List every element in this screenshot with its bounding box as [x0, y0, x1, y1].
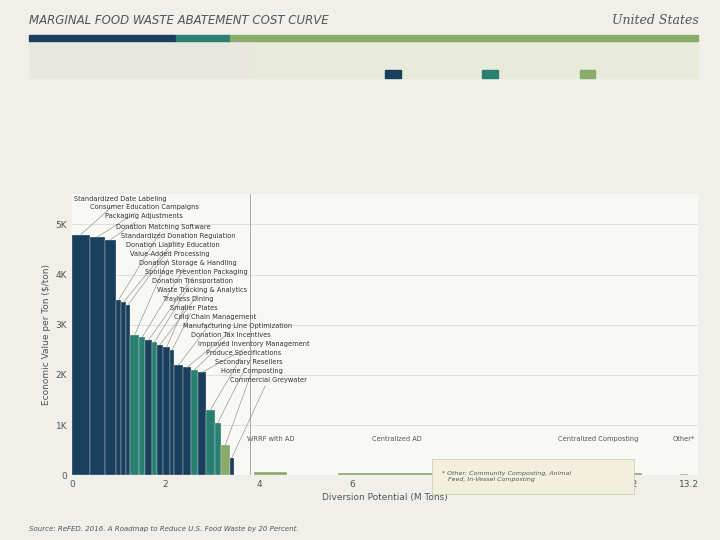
- Text: Improved Inventory Management: Improved Inventory Management: [198, 341, 310, 373]
- Bar: [104, 240, 117, 475]
- Text: RECYCLING SOLUTIONS
ARE THE MOST SCALABLE: RECYCLING SOLUTIONS ARE THE MOST SCALABL…: [416, 50, 532, 69]
- Text: Consumer Education Campaigns: Consumer Education Campaigns: [90, 205, 199, 237]
- Text: Home Composting: Home Composting: [221, 368, 283, 445]
- X-axis label: Diversion Potential (M Tons): Diversion Potential (M Tons): [323, 493, 448, 502]
- Bar: [152, 342, 157, 475]
- Bar: [139, 338, 145, 475]
- Text: RECYCLING: RECYCLING: [600, 71, 639, 77]
- Text: Other*: Other*: [672, 435, 695, 442]
- Text: RECOVERY: RECOVERY: [503, 71, 540, 77]
- Bar: [221, 445, 230, 475]
- Text: * Other: Community Composting, Animal
   Feed, In-Vessel Composting: * Other: Community Composting, Animal Fe…: [442, 471, 571, 482]
- Text: Waste Tracking & Analytics: Waste Tracking & Analytics: [157, 287, 247, 345]
- Text: Produce Specifications: Produce Specifications: [206, 350, 282, 410]
- Bar: [183, 367, 192, 475]
- Text: Donation Transportation: Donation Transportation: [152, 278, 233, 342]
- Text: Secondary Resellers: Secondary Resellers: [215, 359, 282, 422]
- Text: PREVENTION & RECOVERY SOLUTIONS
ARE THE MOST COST-EFFECTIVE: PREVENTION & RECOVERY SOLUTIONS ARE THE …: [53, 50, 225, 69]
- Bar: [198, 373, 206, 475]
- Bar: [90, 237, 104, 475]
- Text: Donation Matching Software: Donation Matching Software: [117, 224, 211, 300]
- Bar: [215, 422, 221, 475]
- Text: Trayless Dining: Trayless Dining: [163, 296, 214, 347]
- Bar: [163, 347, 170, 475]
- Bar: [192, 370, 198, 475]
- Text: PREVENTION: PREVENTION: [406, 71, 451, 77]
- Text: WRRF with AD: WRRF with AD: [247, 435, 294, 442]
- Bar: [117, 300, 121, 475]
- Text: Donation Liability Education: Donation Liability Education: [126, 241, 220, 305]
- Bar: [206, 410, 215, 475]
- Y-axis label: Economic Value per Ton ($/ton): Economic Value per Ton ($/ton): [42, 264, 51, 406]
- Text: Standardized Date Labeling: Standardized Date Labeling: [74, 196, 167, 234]
- Text: Donation Storage & Handling: Donation Storage & Handling: [139, 260, 237, 338]
- Bar: [230, 458, 234, 475]
- Bar: [554, 474, 642, 475]
- Text: Packaging Adjustments: Packaging Adjustments: [104, 213, 183, 240]
- Text: Manufacturing Line Optimization: Manufacturing Line Optimization: [183, 323, 292, 367]
- Text: Centralized AD: Centralized AD: [372, 435, 422, 442]
- Bar: [170, 350, 174, 475]
- Text: MARGINAL FOOD WASTE ABATEMENT COST CURVE: MARGINAL FOOD WASTE ABATEMENT COST CURVE: [29, 14, 328, 26]
- Bar: [121, 302, 126, 475]
- Bar: [680, 474, 688, 475]
- Bar: [174, 365, 183, 475]
- Bar: [157, 345, 163, 475]
- Bar: [145, 340, 152, 475]
- Text: Commercial Greywater: Commercial Greywater: [230, 377, 307, 458]
- Bar: [130, 335, 139, 475]
- Bar: [126, 305, 130, 475]
- Text: Centralized Composting: Centralized Composting: [558, 435, 638, 442]
- Bar: [254, 472, 287, 475]
- Bar: [338, 472, 455, 475]
- Text: Cold Chain Management: Cold Chain Management: [174, 314, 256, 365]
- Text: Value-Added Processing: Value-Added Processing: [130, 251, 210, 335]
- Text: United States: United States: [612, 14, 698, 26]
- Text: Smaller Plates: Smaller Plates: [170, 305, 217, 350]
- Text: Donation Tax Incentives: Donation Tax Incentives: [192, 332, 271, 370]
- Text: Spoilage Prevention Packaging: Spoilage Prevention Packaging: [145, 268, 248, 340]
- Text: Standardized Donation Regulation: Standardized Donation Regulation: [121, 233, 235, 302]
- Text: Source: ReFED. 2016. A Roadmap to Reduce U.S. Food Waste by 20 Percent.: Source: ReFED. 2016. A Roadmap to Reduce…: [29, 526, 298, 532]
- Bar: [72, 234, 90, 475]
